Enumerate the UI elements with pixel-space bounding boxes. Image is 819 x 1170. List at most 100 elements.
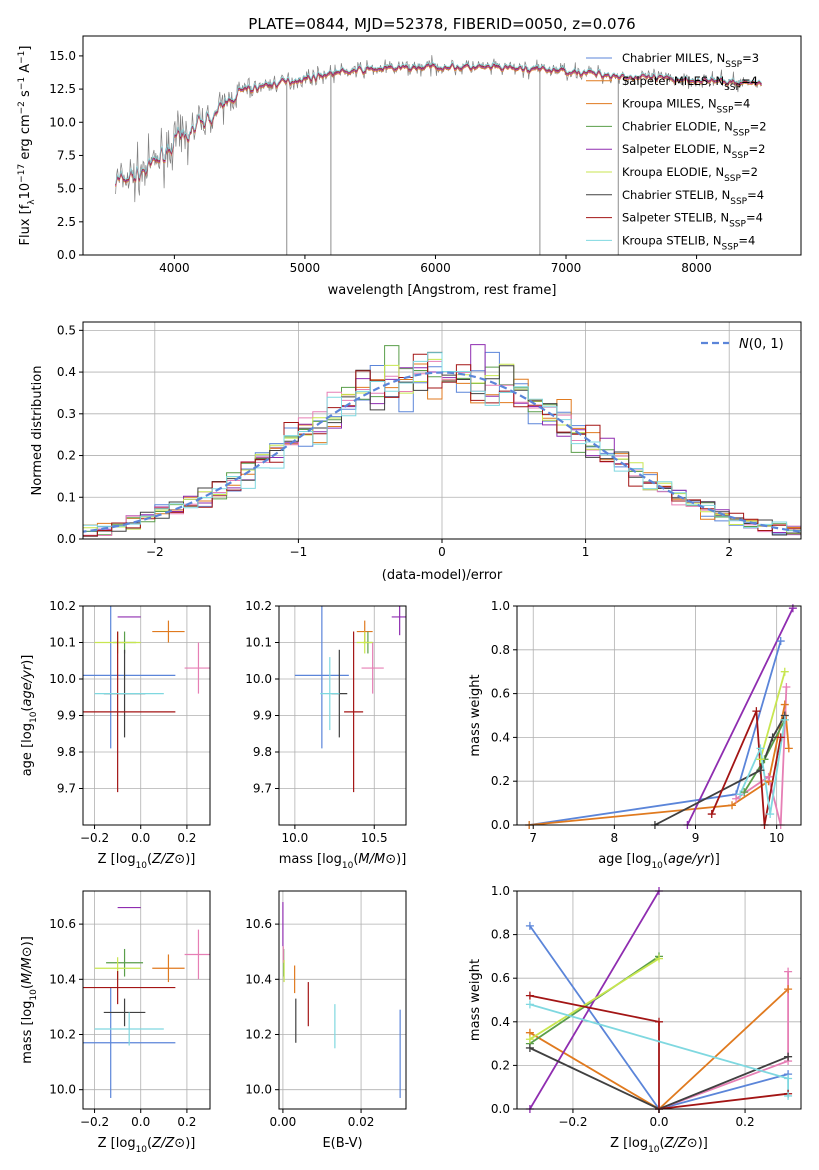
weight-marker bbox=[764, 772, 773, 781]
legend-label: Kroupa ELODIE, NSSP=2 bbox=[622, 165, 758, 184]
histogram-step-cyan bbox=[83, 352, 801, 538]
weight-marker bbox=[707, 810, 716, 819]
y-tick-label: 9.7 bbox=[57, 782, 76, 796]
weight-marker bbox=[784, 744, 793, 753]
plot-area bbox=[83, 606, 210, 793]
figure-title: PLATE=0844, MJD=52378, FIBERID=0050, z=0… bbox=[248, 15, 635, 33]
y-tick-label: 9.9 bbox=[57, 709, 76, 723]
y-tick-label: 0.4 bbox=[57, 365, 76, 379]
x-axis-label: (data-model)/error bbox=[382, 568, 503, 583]
spectrum-model-cyan bbox=[115, 60, 762, 184]
weight-marker bbox=[768, 733, 777, 742]
y-tick-label: 10.6 bbox=[245, 917, 272, 931]
weight-marker bbox=[780, 715, 789, 724]
legend-label: Kroupa STELIB, NSSP=4 bbox=[622, 233, 755, 252]
y-tick-label: 0.2 bbox=[491, 774, 510, 788]
panel-spectrum: 4000 5000 6000 7000 8000 0.0 2.5 5.0 7.5 10.0 12.5… bbox=[17, 35, 802, 298]
y-axis-label: mass weight bbox=[468, 674, 483, 756]
weight-marker bbox=[655, 1017, 663, 1026]
gaussian-curve bbox=[83, 371, 801, 533]
y-axis-label: mass [log10(M/M⊙)] bbox=[20, 936, 39, 1064]
x-axis-label: mass [log10(M/M⊙)] bbox=[279, 852, 407, 871]
weight-marker bbox=[784, 985, 793, 994]
y-tick-label: 0.4 bbox=[491, 730, 510, 744]
x-axis-label: E(B-V) bbox=[322, 1136, 362, 1151]
y-tick-label: 5.0 bbox=[57, 182, 76, 196]
panel-age-vs-mass: 10.0 10.5 9.7 9.8 9.9 10.0 10.1 10.2 mass [log10… bbox=[245, 599, 407, 871]
y-tick-label: 0.0 bbox=[491, 818, 510, 832]
weight-marker bbox=[756, 744, 765, 753]
y-tick-label: 0.3 bbox=[57, 407, 76, 421]
weight-marker bbox=[525, 1035, 534, 1044]
legend-label: Salpeter STELIB, NSSP=4 bbox=[622, 211, 763, 230]
weight-marker bbox=[752, 707, 761, 716]
weight-line-dark bbox=[529, 1047, 789, 1109]
y-tick-label: 9.9 bbox=[253, 709, 272, 723]
weight-marker bbox=[780, 667, 789, 676]
spectrum-model-purple bbox=[115, 62, 762, 186]
x-tick-label: 7 bbox=[529, 831, 537, 845]
y-tick-label: 9.7 bbox=[253, 782, 272, 796]
y-tick-label: 10.2 bbox=[49, 1027, 76, 1041]
panel-weight-vs-age: 7 8 9 10 0.0 0.2 0.4 0.6 0.8 1.0 age [log10(age/yr… bbox=[468, 599, 802, 871]
weight-marker bbox=[780, 700, 789, 709]
x-tick-label: −0.2 bbox=[558, 1115, 587, 1129]
weight-line-blue bbox=[529, 925, 789, 1109]
weight-line-red bbox=[529, 994, 789, 1109]
axes-frame bbox=[82, 35, 802, 256]
weight-line-purple bbox=[686, 607, 794, 825]
x-tick-label: −0.2 bbox=[80, 1115, 109, 1129]
weight-marker bbox=[776, 637, 785, 646]
x-tick-label: 0.2 bbox=[177, 831, 196, 845]
x-tick-label: 0.2 bbox=[177, 1115, 196, 1129]
x-tick-label: 5000 bbox=[290, 261, 321, 275]
axes-frame bbox=[278, 890, 407, 1110]
weight-marker bbox=[784, 1052, 793, 1061]
x-tick-label: 10.0 bbox=[282, 831, 309, 845]
y-tick-label: 15.0 bbox=[49, 49, 76, 63]
weight-marker bbox=[782, 683, 791, 692]
x-tick-label: 8000 bbox=[681, 261, 712, 275]
weight-line-lime bbox=[759, 671, 786, 760]
x-tick-label: 0.0 bbox=[131, 1115, 150, 1129]
x-tick-label: 0 bbox=[438, 545, 446, 559]
y-tick-label: 0.2 bbox=[57, 449, 76, 463]
panels: 4000 5000 6000 7000 80000.02.55.07.510.012.5… bbox=[17, 35, 802, 1155]
y-tick-label: 10.2 bbox=[245, 599, 272, 613]
x-tick-label: 9 bbox=[692, 831, 700, 845]
weight-line-pink bbox=[735, 686, 788, 825]
x-tick-label: 0.02 bbox=[348, 1115, 375, 1129]
weight-marker bbox=[525, 1000, 534, 1009]
x-tick-label: 7000 bbox=[551, 261, 582, 275]
panel-mass-vs-ebv: 0.00 0.02 10.0 10.2 10.4 10.6 E(B-V) bbox=[245, 890, 407, 1151]
x-tick-label: 0.2 bbox=[736, 1115, 755, 1129]
y-tick-label: 1.0 bbox=[491, 884, 510, 898]
x-tick-label: 0.00 bbox=[270, 1115, 297, 1129]
weight-marker bbox=[736, 790, 745, 799]
y-tick-label: 10.2 bbox=[49, 599, 76, 613]
x-tick-label: −0.2 bbox=[80, 831, 109, 845]
y-tick-label: 1.0 bbox=[491, 599, 510, 613]
x-tick-label: −1 bbox=[290, 545, 308, 559]
y-tick-label: 0.2 bbox=[491, 1058, 510, 1072]
x-axis-label: Z [log10(Z/Z⊙)] bbox=[610, 1136, 708, 1155]
y-tick-label: 0.6 bbox=[491, 687, 510, 701]
y-tick-label: 0.8 bbox=[491, 643, 510, 657]
weight-line-lime bbox=[529, 957, 660, 1040]
plot-area bbox=[83, 344, 801, 538]
y-tick-label: 0.0 bbox=[57, 248, 76, 262]
y-tick-label: 10.2 bbox=[245, 1027, 272, 1041]
legend-label: Salpeter ELODIE, NSSP=2 bbox=[622, 142, 765, 161]
y-tick-label: 9.8 bbox=[57, 745, 76, 759]
x-tick-label: −2 bbox=[146, 545, 164, 559]
y-tick-label: 0.0 bbox=[57, 532, 76, 546]
y-tick-label: 10.4 bbox=[245, 972, 272, 986]
y-axis-label: Normed distribution bbox=[30, 366, 45, 496]
plot-area bbox=[115, 55, 762, 255]
y-tick-label: 10.1 bbox=[49, 636, 76, 650]
y-tick-label: 0.1 bbox=[57, 490, 76, 504]
weight-marker bbox=[525, 991, 534, 1000]
x-tick-label: 4000 bbox=[159, 261, 190, 275]
